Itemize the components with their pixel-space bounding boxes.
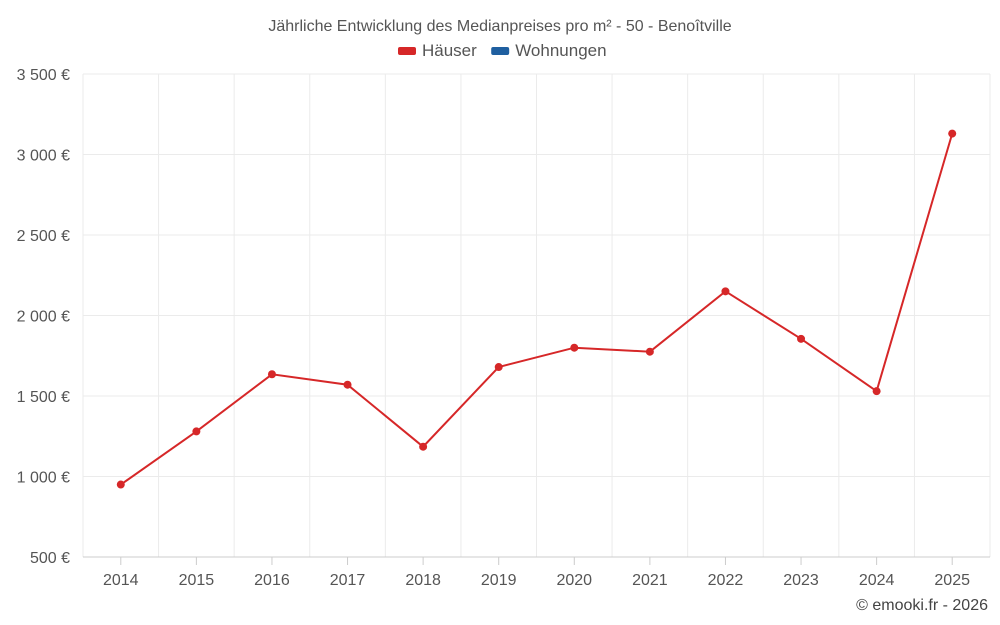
- data-point-2019[interactable]: [494, 363, 503, 372]
- series-layer: [116, 129, 957, 489]
- x-tick-label: 2024: [859, 572, 895, 589]
- legend-label: Häuser: [422, 41, 477, 60]
- y-tick-label: 2 500 €: [17, 228, 70, 245]
- legend-swatch: [491, 47, 510, 55]
- data-point-2023[interactable]: [797, 334, 806, 343]
- x-axis: 2014 2015 2016 2017 2018 2019 2020 2021 2022 2023…: [103, 557, 970, 589]
- x-tick-label: 2020: [556, 572, 592, 589]
- y-axis: 500 € 1 000 € 1 500 € 2 000 € 2 500 € 3 000 €…: [17, 67, 70, 567]
- y-tick-label: 2 000 €: [17, 309, 70, 326]
- y-tick-label: 3 000 €: [17, 148, 70, 165]
- x-tick-label: 2022: [708, 572, 744, 589]
- data-point-2014[interactable]: [116, 480, 125, 489]
- credit-text: © emooki.fr - 2026: [856, 597, 988, 614]
- y-tick-label: 500 €: [30, 550, 70, 567]
- data-point-2022[interactable]: [721, 287, 730, 296]
- x-tick-label: 2016: [254, 572, 290, 589]
- y-tick-label: 1 500 €: [17, 389, 70, 406]
- grid: [82, 73, 991, 558]
- x-tick-label: 2025: [934, 572, 970, 589]
- series-line-h-user: [120, 133, 954, 486]
- data-point-2015[interactable]: [192, 427, 201, 436]
- data-point-2016[interactable]: [267, 370, 276, 379]
- x-tick-label: 2017: [330, 572, 366, 589]
- data-point-2024[interactable]: [872, 387, 881, 396]
- data-point-2017[interactable]: [343, 380, 352, 389]
- legend-item-wohnungen[interactable]: Wohnungen: [491, 41, 607, 60]
- data-point-2021[interactable]: [645, 347, 654, 356]
- legend-label: Wohnungen: [515, 41, 606, 60]
- legend-swatch: [398, 47, 416, 55]
- x-tick-label: 2021: [632, 572, 668, 589]
- x-tick-label: 2023: [783, 572, 819, 589]
- data-point-2025[interactable]: [948, 129, 957, 138]
- y-tick-label: 1 000 €: [17, 470, 70, 487]
- chart-title: Jährliche Entwicklung des Medianpreises …: [268, 18, 731, 35]
- legend-item-h-user[interactable]: Häuser: [398, 41, 477, 60]
- data-point-2020[interactable]: [570, 343, 579, 352]
- data-point-2018[interactable]: [419, 442, 428, 451]
- x-tick-label: 2018: [405, 572, 441, 589]
- x-tick-label: 2014: [103, 572, 139, 589]
- legend[interactable]: Häuser Wohnungen: [398, 41, 607, 60]
- y-tick-label: 3 500 €: [17, 67, 70, 84]
- x-tick-label: 2015: [179, 572, 215, 589]
- x-tick-label: 2019: [481, 572, 517, 589]
